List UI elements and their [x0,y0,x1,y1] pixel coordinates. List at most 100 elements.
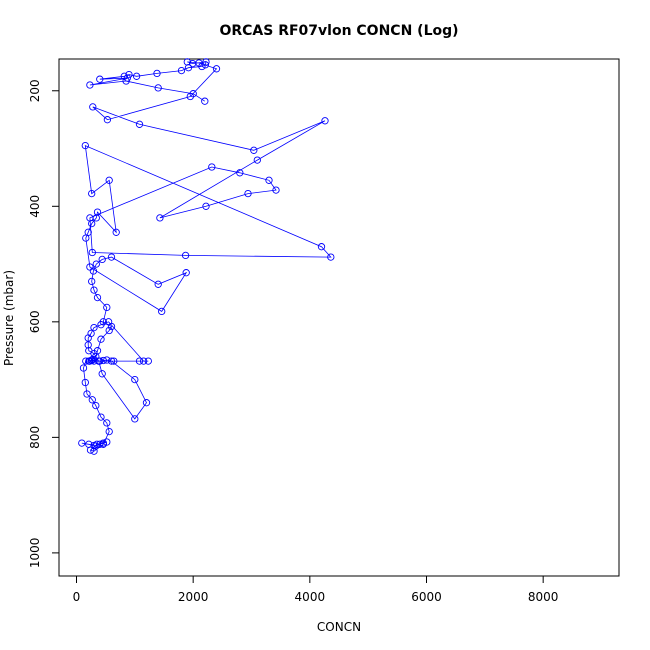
data-point [139,357,148,365]
data-point [265,176,273,184]
data-point [85,347,93,355]
chart-title: ORCAS RF07vlon CONCN (Log) [219,23,458,39]
x-axis-label: CONCN [317,620,361,634]
data-point [182,269,190,277]
data-point [93,293,102,302]
data-point [107,357,116,365]
data-point [122,77,130,85]
y-tick-label: 400 [28,195,42,218]
data-point [103,303,111,312]
y-tick-label: 1000 [28,538,42,569]
data-point [92,260,100,268]
data-point [321,117,329,125]
data-point [78,439,86,447]
data-point [87,329,95,338]
data-point [103,116,112,124]
data-point [132,72,141,80]
data-point [154,280,162,288]
data-point [90,286,98,294]
data-point [97,335,105,343]
data-point [98,255,106,264]
y-axis-label: Pressure (mbar) [2,270,16,366]
data-point [135,120,144,128]
data-point [156,214,164,222]
data-point [93,208,102,216]
data-point [90,447,98,455]
x-tick-label: 8000 [528,590,559,604]
data-point [103,419,111,427]
data-point [99,318,107,326]
data-point [93,347,102,355]
data-point [201,61,210,69]
data-point [202,202,210,210]
data-point [83,390,91,398]
data-point [154,84,162,92]
data-point [236,169,244,177]
data-point [212,65,221,73]
data-point [131,415,139,423]
data-point [272,186,280,194]
data-point [105,427,113,436]
data-point [105,326,113,335]
plot-frame [58,58,620,577]
data-point [208,163,216,171]
data-point [86,263,94,271]
y-tick-label: 800 [28,426,42,449]
data-point [181,251,190,260]
data-point [103,356,111,364]
data-point [98,370,106,378]
data-point [177,66,186,75]
y-axis: 200 400 600 800 1000 [28,79,59,568]
data-point [184,64,193,72]
data-point [81,378,89,387]
data-point [86,446,95,454]
data-point [188,59,197,68]
data-point [244,189,252,198]
data-point [327,253,335,261]
x-tick-label: 6000 [411,590,442,604]
x-tick-label: 2000 [178,590,209,604]
data-point [92,401,100,410]
data-point [96,440,104,448]
data-point [201,97,209,105]
x-tick-label: 0 [73,590,81,604]
x-tick-label: 4000 [295,590,326,604]
plot-area [78,58,335,455]
x-axis: 0 2000 4000 6000 8000 [73,576,559,604]
series-line [81,61,332,452]
data-point [90,323,98,332]
data-point [144,357,152,365]
data-point [202,58,210,66]
y-tick-label: 200 [28,79,42,102]
data-point [153,69,161,78]
data-point [142,399,151,407]
data-point [107,322,116,331]
data-point [158,307,166,316]
data-point [110,357,118,365]
data-point [107,253,116,261]
data-point [96,75,104,83]
data-point [198,62,206,71]
data-point [88,396,96,404]
y-tick-label: 600 [28,310,42,333]
data-point [81,141,89,150]
data-point [86,214,94,222]
data-point [88,189,96,198]
data-point [250,146,258,154]
data-point [135,357,144,365]
data-point [88,277,96,286]
data-point [88,248,96,257]
data-point [92,442,100,450]
data-point [89,103,97,111]
data-point [189,90,197,98]
data-point [99,440,107,448]
data-point [125,70,133,79]
data-point [84,228,92,236]
data-point [79,364,88,372]
data-point [84,341,92,349]
data-point [97,413,105,421]
data-point [131,375,139,384]
data-point [317,243,326,251]
data-point [105,176,113,184]
